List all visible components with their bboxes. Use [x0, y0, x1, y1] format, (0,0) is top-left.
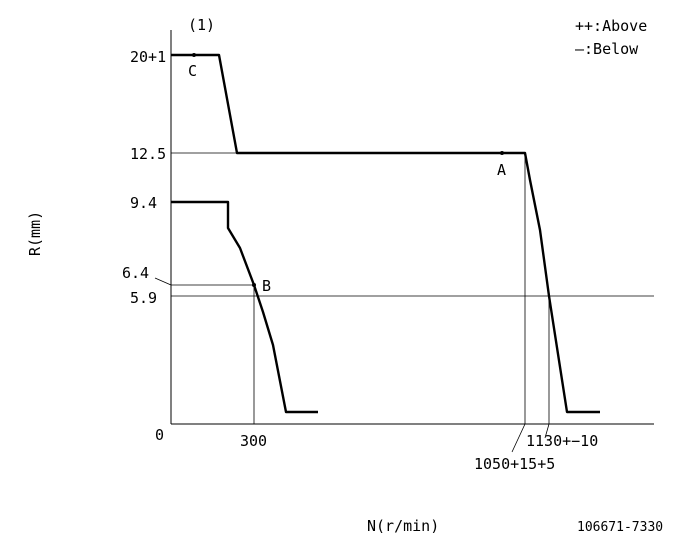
point-b-marker — [252, 283, 256, 287]
y-tick-20: 20+1 — [130, 48, 166, 66]
y-tick-6-4: 6.4 — [122, 264, 149, 282]
leader-1050 — [511, 423, 526, 453]
origin-label: 0 — [155, 426, 164, 444]
point-a-label: A — [497, 161, 506, 179]
diagram-number: (1) — [188, 16, 215, 34]
x-tick-300: 300 — [240, 432, 267, 450]
y-tick-12-5: 12.5 — [130, 145, 166, 163]
upper-curve — [171, 53, 600, 414]
x-axis-label: N(r/min) — [367, 517, 439, 535]
point-c-marker — [192, 53, 196, 57]
leader-1130 — [544, 423, 550, 439]
point-c-label: C — [188, 62, 197, 80]
legend-above: ++:Above — [575, 17, 647, 35]
point-a-marker — [500, 151, 504, 155]
y-tick-9-4: 9.4 — [130, 194, 157, 212]
y-axis-label: R(mm) — [26, 211, 44, 256]
lower-curve — [171, 200, 318, 414]
x-tick-1130: 1130+−10 — [526, 432, 598, 450]
point-b-label: B — [262, 277, 271, 295]
x-tick-1050: 1050+15+5 — [474, 455, 555, 473]
legend-below: —:Below — [575, 40, 639, 58]
part-code: 106671-7330 — [577, 520, 663, 535]
y-tick-5-9: 5.9 — [130, 289, 157, 307]
leader-6-4 — [154, 277, 172, 286]
